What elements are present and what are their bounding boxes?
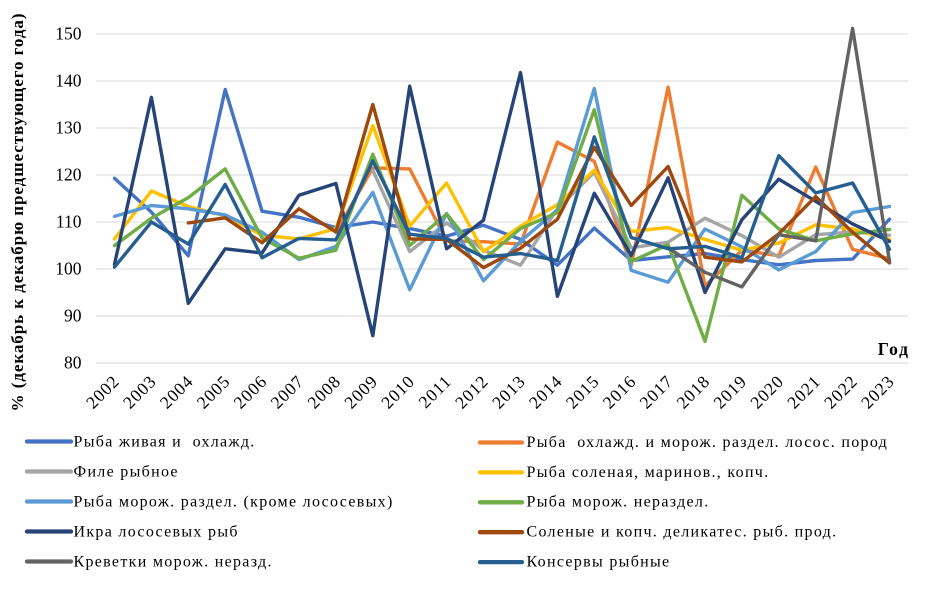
svg-text:Икра лососевых рыб: Икра лососевых рыб [74, 524, 239, 541]
svg-text:120: 120 [55, 165, 82, 185]
svg-text:100: 100 [55, 259, 82, 279]
svg-text:Рыба морож. раздел. (кроме лос: Рыба морож. раздел. (кроме лососевых) [74, 494, 394, 511]
svg-text:Рыба охлажд. и морож. раздел.: Рыба охлажд. и морож. раздел. лосос. пор… [527, 434, 889, 451]
svg-text:Соленые и копч. деликатес. рыб: Соленые и копч. деликатес. рыб. прод. [527, 524, 838, 541]
svg-text:Рыба морож. нераздел.: Рыба морож. нераздел. [527, 494, 710, 511]
svg-text:Год: Год [878, 339, 910, 359]
svg-text:Рыба живая и охлажд.: Рыба живая и охлажд. [74, 434, 256, 451]
svg-text:Консервы рыбные: Консервы рыбные [527, 554, 671, 571]
svg-text:% (декабрь к декабрю предшеств: % (декабрь к декабрю предшествующего год… [8, 13, 27, 412]
svg-text:Креветки морож. неразд.: Креветки морож. неразд. [74, 554, 273, 571]
svg-text:Филе рыбное: Филе рыбное [74, 464, 179, 481]
svg-text:90: 90 [64, 306, 82, 326]
svg-text:150: 150 [55, 24, 82, 44]
svg-text:Рыба соленая, маринов., копч.: Рыба соленая, маринов., копч. [527, 464, 770, 481]
svg-text:110: 110 [56, 212, 82, 232]
svg-text:80: 80 [64, 353, 82, 373]
svg-text:140: 140 [55, 71, 82, 91]
svg-text:130: 130 [55, 118, 82, 138]
